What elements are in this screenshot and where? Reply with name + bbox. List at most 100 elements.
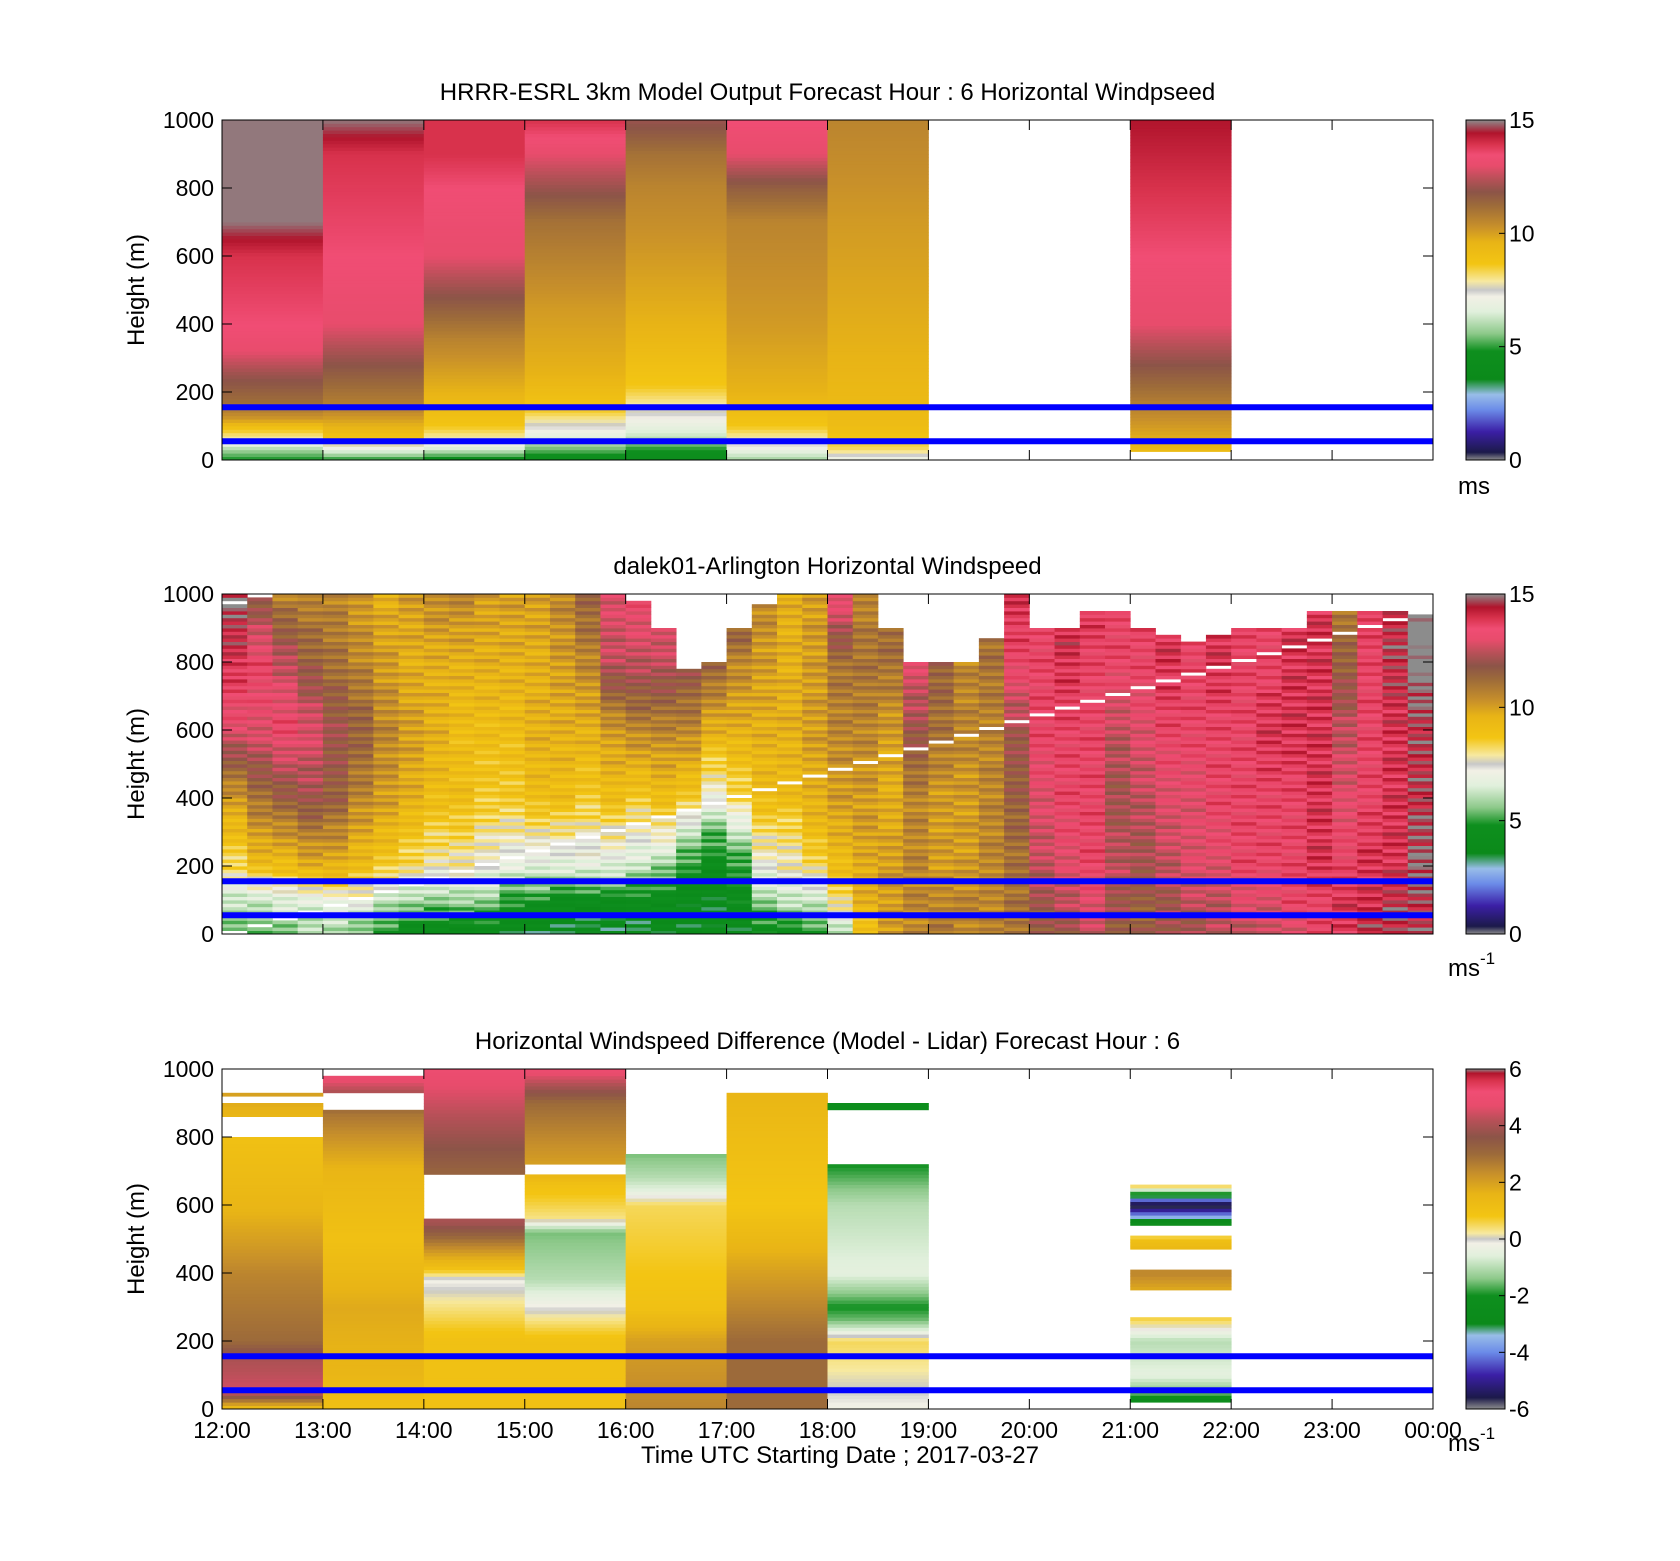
heatmap-cell [852,645,879,649]
heatmap-cell [222,859,248,863]
heatmap-cell [1130,237,1232,242]
heatmap-cell [625,774,652,778]
heatmap-cell [297,862,324,867]
heatmap-cell [1079,658,1106,663]
heatmap-cell [423,133,526,138]
heatmap-cell [1256,893,1283,897]
heatmap-cell [1004,791,1030,795]
heatmap-cell [600,784,627,789]
heatmap-cell [549,923,576,928]
heatmap-cell [1029,648,1055,653]
heatmap-cell [524,273,627,277]
heatmap-cell [524,228,627,233]
heatmap-cell [751,621,778,625]
heatmap-cell [777,859,803,863]
heatmap-cell [751,709,778,714]
heatmap-cell [272,733,299,738]
heatmap-cell [1256,801,1283,806]
heatmap-cell [600,818,627,823]
heatmap-cell [827,395,929,400]
heatmap-cell [625,130,727,134]
heatmap-cell [474,893,500,897]
heatmap-cell [802,906,828,911]
heatmap-cell [852,767,879,772]
heatmap-cell [1079,815,1106,819]
heatmap-cell [398,770,425,775]
heatmap-cell [625,239,727,243]
heatmap-cell [1004,607,1030,612]
heatmap-cell [1281,893,1308,897]
heatmap-cell [322,604,349,608]
heatmap-cell [903,903,929,908]
heatmap-cell [398,764,425,768]
heatmap-cell [802,764,828,768]
heatmap-cell [423,426,526,430]
heatmap-cell [1155,709,1182,714]
heatmap-cell [1281,866,1308,870]
heatmap-cell [625,798,652,802]
heatmap-cell [297,655,324,659]
heatmap-cell [726,347,828,352]
heatmap-cell [272,930,299,935]
heatmap-cell [222,171,324,175]
heatmap-cell [1105,634,1131,639]
heatmap-cell [928,730,955,734]
heatmap-cell [701,896,727,901]
heatmap-cell [423,211,526,216]
heatmap-cell [247,886,273,891]
heatmap-cell [676,723,702,727]
heatmap-cell [499,777,526,782]
heatmap-cell [903,767,929,772]
heatmap-cell [373,733,400,738]
heatmap-cell [398,900,425,904]
heatmap-cell [474,672,500,676]
heatmap-cell [726,842,753,846]
heatmap-cell [1205,648,1232,653]
heatmap-cell [222,317,324,321]
heatmap-cell [549,713,576,717]
heatmap-cell [625,140,727,145]
heatmap-cell [928,869,955,874]
heatmap-cell [549,665,576,670]
heatmap-cell [272,859,299,863]
heatmap-cell [777,682,803,687]
heatmap-cell [1155,733,1182,738]
heatmap-cell [348,648,374,653]
heatmap-cell [827,726,854,731]
heatmap-cell [1256,872,1283,877]
heatmap-cell [751,791,778,795]
heatmap-cell [827,614,854,619]
heatmap-cell [549,699,576,704]
colorbar-tick-label: 10 [1509,220,1535,246]
heatmap-cell [222,614,248,619]
heatmap-cell [1231,723,1257,727]
heatmap-cell [978,784,1005,789]
heatmap-cell [524,621,551,625]
heatmap-cell [600,617,627,622]
heatmap-cell [1205,699,1232,704]
heatmap-cell [953,900,980,904]
heatmap-cell [549,821,576,826]
heatmap-cell [222,150,324,155]
heatmap-cell [423,371,526,376]
heatmap-cell [1130,380,1232,384]
heatmap-cell [423,753,450,758]
heatmap-cell [247,828,273,833]
heatmap-cell [1306,679,1333,683]
heatmap-cell [701,777,727,782]
heatmap-cell [247,641,273,646]
heatmap-cell [903,910,929,914]
heatmap-cell [903,862,929,867]
heatmap-cell [1256,682,1283,687]
heatmap-cell [827,740,854,744]
heatmap-cell [449,614,475,619]
heatmap-cell [1130,910,1156,914]
heatmap-cell [726,645,753,649]
heatmap-cell [751,923,778,928]
heatmap-cell [777,736,803,741]
heatmap-cell [1180,648,1207,653]
heatmap-cell [852,872,879,877]
heatmap-cell [726,631,753,636]
heatmap-cell [928,726,955,731]
heatmap-cell [827,402,929,406]
